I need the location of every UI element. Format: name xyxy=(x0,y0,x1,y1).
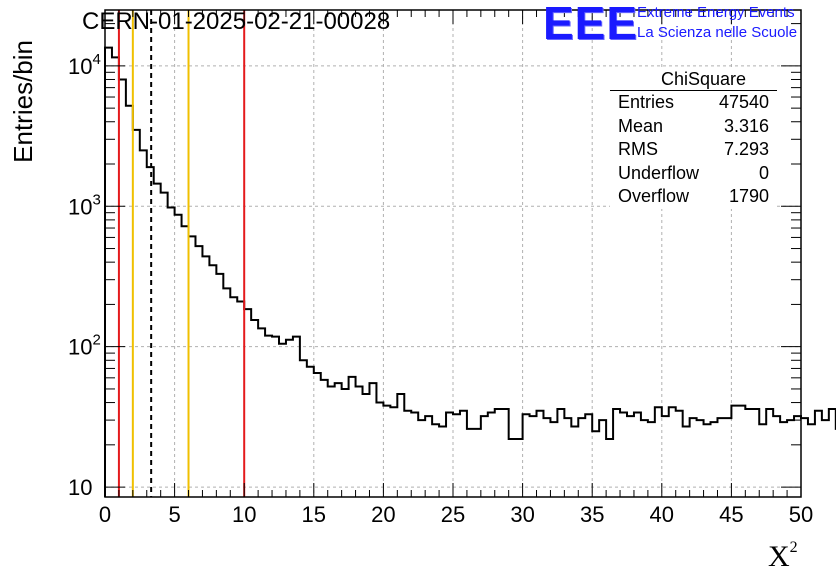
histogram-line xyxy=(104,46,836,497)
x-axis-label-base: X xyxy=(768,540,790,572)
stats-label: Entries xyxy=(618,92,675,112)
x-tick-label: 25 xyxy=(441,502,465,527)
histogram-series xyxy=(104,46,836,497)
y-tick-label: 103 xyxy=(68,191,101,219)
x-tick-label: 30 xyxy=(510,502,534,527)
x-axis-label-sup: 2 xyxy=(790,539,798,556)
x-tick-label: 10 xyxy=(232,502,256,527)
stats-row-entries: Entries 47540 xyxy=(610,91,777,115)
stats-value: 7.293 xyxy=(723,139,769,159)
brand-line-1: Extreme Energy Events xyxy=(637,4,795,21)
x-tick-label: 50 xyxy=(789,502,813,527)
stats-label: Underflow xyxy=(618,162,700,183)
stats-label: Overflow xyxy=(618,186,690,206)
eee-logo: EEE xyxy=(543,0,639,49)
stats-row-overflow: Overflow 1790 xyxy=(610,185,777,209)
x-tick-label: 20 xyxy=(371,502,395,527)
x-tick-label: 45 xyxy=(719,502,743,527)
stats-value: 47540 xyxy=(718,92,769,112)
stats-row-mean: Mean 3.316 xyxy=(610,115,777,139)
x-tick-label: 5 xyxy=(168,502,180,527)
brand-line-2: La Scienza nelle Scuole xyxy=(637,24,798,41)
stats-value: 3.316 xyxy=(723,115,769,136)
stats-row-rms: RMS 7.293 xyxy=(610,138,777,162)
stats-value: 0 xyxy=(758,162,769,183)
stats-row-underflow: Underflow 0 xyxy=(610,162,777,186)
x-tick-label: 0 xyxy=(99,502,111,527)
y-axis-label: Entries/bin xyxy=(8,40,38,163)
y-tick-label: 104 xyxy=(68,51,101,79)
x-tick-label: 15 xyxy=(302,502,326,527)
reference-lines xyxy=(117,10,246,497)
stats-title: ChiSquare xyxy=(610,68,777,91)
tick-labels: 0 5 10 15 20 25 30 35 40 45 50 10 102 103 104 xyxy=(68,51,813,527)
y-tick-label: 102 xyxy=(68,332,101,360)
stats-label: Mean xyxy=(618,115,664,136)
x-axis-label: X2 xyxy=(768,539,798,572)
run-title: CERN-01-2025-02-21-00028 xyxy=(82,8,391,35)
y-tick-label: 10 xyxy=(68,475,92,500)
x-tick-label: 35 xyxy=(580,502,604,527)
x-tick-label: 40 xyxy=(650,502,674,527)
stats-label: RMS xyxy=(618,139,658,159)
stats-box: ChiSquare Entries 47540 Mean 3.316 RMS 7… xyxy=(610,68,777,209)
axis-ticks xyxy=(104,10,802,497)
stats-value: 1790 xyxy=(728,186,769,206)
